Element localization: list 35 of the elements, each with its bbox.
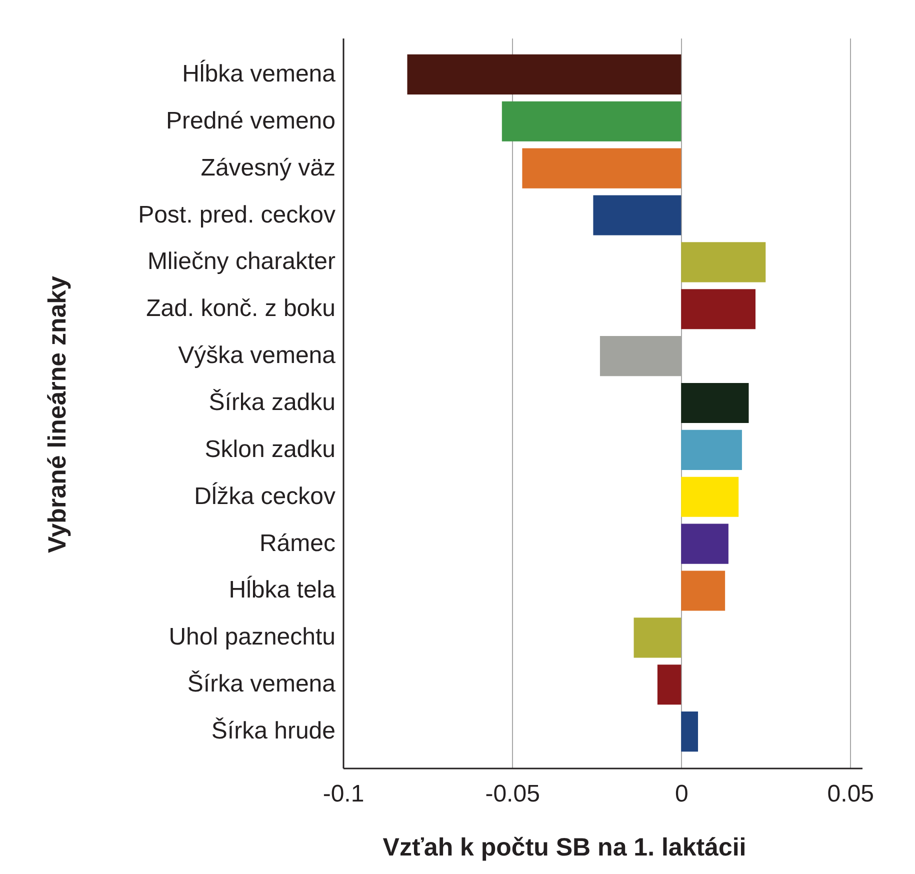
x-tick-label: -0.05: [485, 780, 540, 808]
bar: [681, 712, 698, 752]
bar: [681, 524, 728, 564]
bar: [681, 382, 749, 424]
y-tick-label: Predné vemeno: [166, 107, 336, 134]
y-tick-label: Zad. konč. z boku: [146, 295, 336, 322]
y-tick-label: Sklon zadku: [204, 436, 336, 463]
y-tick-label: Výška vemena: [178, 342, 336, 370]
bar: [681, 430, 742, 470]
bar: [681, 242, 766, 282]
y-tick-label: Hĺbka tela: [228, 576, 336, 604]
y-tick-label: Šírka vemena: [187, 670, 336, 698]
x-tick-label: -0.1: [322, 780, 364, 808]
x-tick-label: 0: [674, 780, 688, 808]
y-tick-label: Mliečny charakter: [147, 248, 336, 276]
bar: [681, 570, 726, 611]
y-tick-label: Hĺbka vemena: [182, 59, 336, 88]
y-tick-label: Šírka zadku: [208, 389, 336, 416]
bar: [681, 476, 739, 517]
y-tick-label: Uhol paznechtu: [168, 624, 336, 651]
x-tick-label: 0.05: [827, 780, 874, 808]
x-axis-title: Vzťah k počtu SB na 1. laktácii: [382, 834, 746, 862]
y-tick-label: Závesný väz: [200, 154, 336, 182]
y-axis-title: Vybrané lineárne znaky: [44, 276, 72, 553]
bar: [634, 618, 682, 658]
bar: [593, 195, 682, 236]
y-tick-label: Dĺžka ceckov: [194, 482, 336, 510]
bar: [657, 664, 682, 705]
bar: [407, 54, 682, 94]
bar: [681, 289, 756, 330]
y-tick-label: Šírka hrude: [211, 718, 336, 745]
y-tick-label: Post. pred. ceckov: [138, 201, 336, 228]
bar: [502, 101, 682, 142]
bar: [522, 148, 682, 188]
y-tick-label: Rámec: [259, 530, 336, 557]
